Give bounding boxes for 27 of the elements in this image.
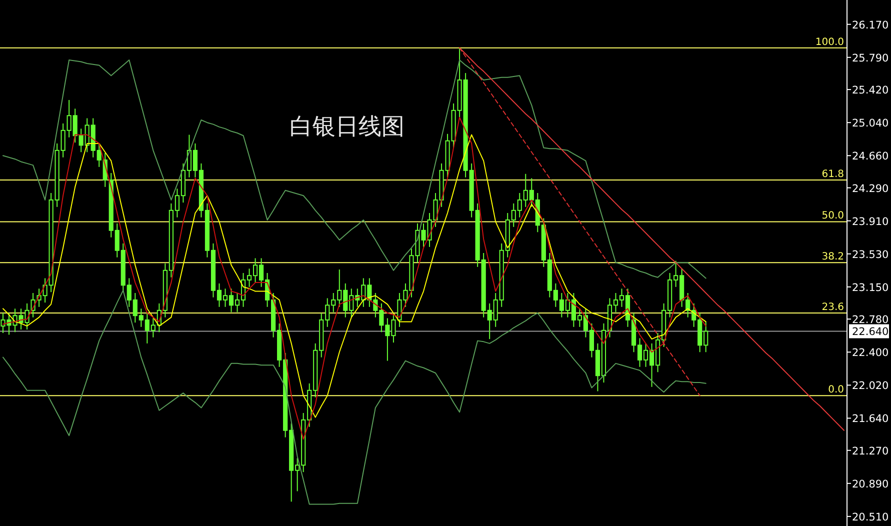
y-tick-label: 25.420 <box>852 84 889 97</box>
y-tick-label: 22.780 <box>852 314 889 326</box>
line-series <box>459 47 844 431</box>
annotation: 50.0 <box>822 210 844 222</box>
annotation: 100.0 <box>815 36 844 48</box>
y-tick-label: 23.910 <box>852 216 889 228</box>
line-series <box>2 59 706 279</box>
y-tick-label: 23.150 <box>852 282 889 294</box>
annotation: 23.6 <box>822 302 844 313</box>
annotation: 0.0 <box>828 384 844 396</box>
line-series <box>2 290 706 505</box>
y-tick-label: 23.530 <box>852 248 889 261</box>
y-tick-label: 21.640 <box>852 413 889 426</box>
ref-line-label: 22.640 <box>852 326 889 338</box>
annotation: 38.2 <box>822 252 844 263</box>
y-tick-label: 26.170 <box>852 19 889 32</box>
y-tick-label: 20.510 <box>852 511 889 524</box>
y-tick-label: 24.290 <box>852 182 889 195</box>
y-tick-label: 25.040 <box>852 118 889 130</box>
annotation: 61.8 <box>822 168 844 180</box>
y-tick-label: 22.400 <box>852 347 889 360</box>
y-tick-label: 20.890 <box>852 478 889 490</box>
y-tick-label: 21.270 <box>852 445 889 458</box>
y-tick-label: 22.020 <box>852 380 889 392</box>
y-tick-label: 25.790 <box>852 52 889 64</box>
text: 白银日线图 <box>290 114 404 140</box>
y-tick-label: 24.660 <box>852 150 889 163</box>
